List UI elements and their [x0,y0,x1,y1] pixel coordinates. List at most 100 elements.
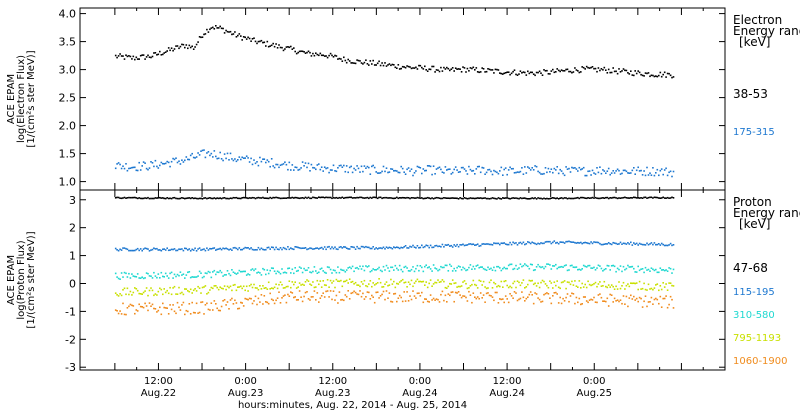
data-point-proton-115-195 [453,244,455,246]
data-point-proton-47-68 [316,197,319,199]
data-point-electron-175-315 [188,158,191,161]
data-point-electron-38-53 [354,62,357,65]
data-point-proton-1060-1900 [519,297,522,300]
data-point-proton-47-68 [235,196,238,199]
data-point-proton-795-1193 [406,286,408,288]
data-point-proton-795-1193 [646,289,648,291]
data-point-proton-47-68 [253,197,255,199]
data-point-proton-1060-1900 [615,300,617,302]
data-point-proton-47-68 [429,197,432,200]
data-point-electron-38-53 [319,52,322,55]
data-point-proton-1060-1900 [362,292,364,295]
data-point-proton-115-195 [641,243,644,246]
data-point-proton-310-580 [238,269,241,272]
data-point-electron-175-315 [226,152,229,155]
data-point-proton-795-1193 [323,284,326,286]
data-point-proton-115-195 [331,246,333,248]
data-point-electron-175-315 [213,150,216,152]
data-point-proton-795-1193 [590,284,592,287]
data-point-electron-175-315 [170,160,173,163]
data-point-proton-795-1193 [550,282,553,284]
data-point-proton-1060-1900 [287,293,289,296]
data-point-electron-38-53 [356,59,358,61]
data-point-proton-1060-1900 [556,293,558,295]
data-point-electron-175-315 [153,165,155,168]
data-point-electron-38-53 [512,70,514,73]
data-point-electron-38-53 [497,69,500,71]
data-point-proton-1060-1900 [580,303,582,306]
data-point-proton-115-195 [184,247,186,250]
data-point-proton-47-68 [128,196,130,199]
data-point-proton-47-68 [466,197,469,200]
data-point-proton-310-580 [528,267,531,270]
data-point-proton-115-195 [403,246,405,248]
data-point-proton-47-68 [131,196,133,199]
data-point-proton-310-580 [219,269,221,272]
data-point-electron-38-53 [188,44,191,47]
data-point-proton-47-68 [565,197,567,199]
data-point-proton-1060-1900 [363,298,366,300]
data-point-proton-1060-1900 [634,299,636,301]
data-point-proton-795-1193 [500,280,503,283]
data-point-proton-1060-1900 [575,296,578,299]
data-point-proton-1060-1900 [581,303,583,305]
data-point-proton-310-580 [390,266,392,269]
data-point-proton-47-68 [371,197,373,199]
data-point-proton-1060-1900 [507,301,510,304]
data-point-electron-38-53 [584,68,586,70]
data-point-proton-115-195 [435,244,438,247]
data-point-electron-38-53 [131,58,133,60]
data-point-proton-1060-1900 [644,295,647,297]
data-point-proton-310-580 [665,269,667,271]
data-point-proton-795-1193 [382,286,385,288]
data-point-proton-115-195 [541,242,544,245]
data-point-proton-1060-1900 [647,301,650,303]
data-point-proton-310-580 [151,277,154,279]
data-point-proton-310-580 [157,273,160,275]
data-point-proton-115-195 [131,249,133,252]
data-point-proton-1060-1900 [200,301,202,304]
data-point-electron-175-315 [210,152,213,155]
data-point-electron-175-315 [303,165,305,167]
data-point-proton-1060-1900 [384,298,386,301]
data-point-proton-310-580 [644,266,647,269]
data-point-proton-795-1193 [566,281,569,283]
data-point-proton-115-195 [170,248,173,251]
data-point-proton-115-195 [207,249,210,251]
data-point-electron-175-315 [525,172,528,174]
data-point-electron-175-315 [434,173,436,175]
data-point-electron-38-53 [434,71,436,73]
data-point-proton-1060-1900 [425,298,427,300]
data-point-electron-175-315 [466,173,469,175]
data-point-proton-47-68 [287,197,289,199]
data-point-electron-38-53 [278,44,280,46]
data-point-electron-38-53 [409,66,411,68]
data-point-proton-47-68 [207,197,210,199]
data-point-proton-795-1193 [238,286,241,288]
data-point-electron-175-315 [125,163,127,165]
data-point-proton-1060-1900 [538,298,541,301]
data-point-proton-115-195 [653,242,656,244]
data-point-electron-175-315 [407,167,410,169]
data-point-proton-115-195 [251,248,254,251]
data-point-electron-175-315 [630,172,632,174]
data-point-proton-310-580 [472,265,475,268]
data-point-electron-175-315 [272,165,274,167]
y-axis-label-electron: [1/(cm²s ster MeV)] [26,50,37,147]
data-point-proton-115-195 [357,247,360,250]
data-point-proton-47-68 [360,196,363,199]
data-point-proton-47-68 [312,196,314,199]
data-point-electron-38-53 [549,73,551,75]
data-point-electron-38-53 [385,65,388,67]
data-point-proton-310-580 [672,268,675,271]
data-point-proton-1060-1900 [170,308,173,311]
data-point-proton-47-68 [388,197,391,199]
data-point-proton-795-1193 [647,283,650,286]
data-point-proton-795-1193 [412,285,414,288]
data-point-proton-310-580 [397,269,400,271]
data-point-electron-175-315 [471,170,473,172]
data-point-electron-175-315 [516,171,519,173]
data-point-proton-310-580 [658,271,660,274]
data-point-proton-795-1193 [488,281,491,284]
data-point-electron-38-53 [313,54,316,57]
